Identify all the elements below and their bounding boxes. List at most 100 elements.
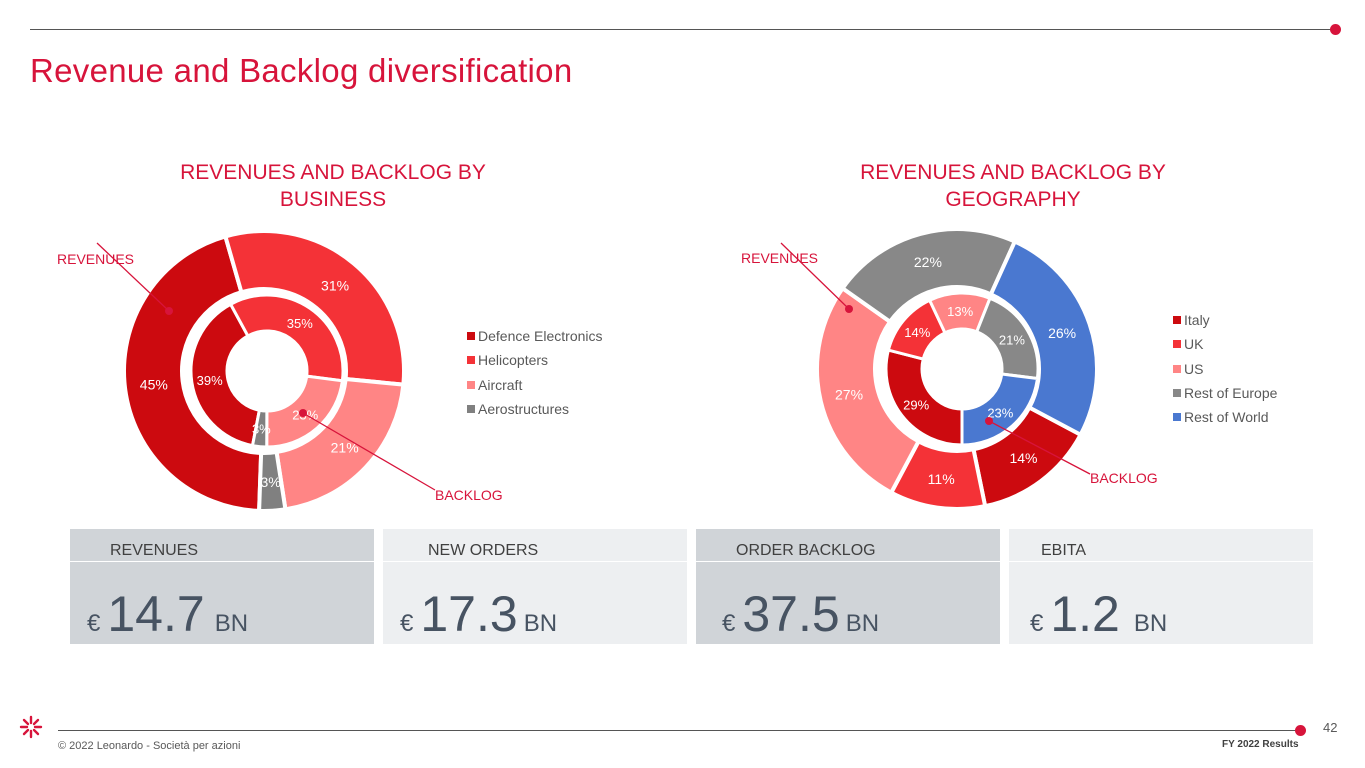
business-chart-title-line-2: BUSINESS [279, 188, 387, 211]
pointer-line [96, 242, 170, 312]
kpi-body: €14.7 BN [70, 562, 374, 644]
kpi-body: €17.3 BN [383, 562, 687, 644]
legend-label: UK [1184, 336, 1204, 353]
business-chart-title-line-1: REVENUES AND BACKLOG BY [180, 161, 486, 184]
top-divider-dot [1330, 24, 1341, 35]
legend-item: US [1173, 357, 1277, 381]
kpi-card-ebita: EBITA €1.2 BN [1009, 529, 1313, 644]
kpi-currency: € [400, 610, 414, 637]
copyright-text: © 2022 Leonardo - Società per azioni [58, 740, 241, 752]
legend-swatch [1173, 364, 1181, 373]
geography-backlog-pointer-label: BACKLOG [1090, 470, 1158, 486]
geography-revenues-pointer-label: REVENUES [741, 250, 819, 266]
kpi-unit: BN [1133, 610, 1168, 637]
inner-slice-helicopters [228, 293, 345, 383]
kpi-body: €1.2 BN [1009, 562, 1313, 644]
pointer-line [988, 420, 1091, 475]
outer-label-rest-of-world: 26% [1048, 325, 1076, 341]
legend-label: Aerostructures [478, 401, 570, 418]
pointer-dot [165, 307, 173, 315]
inner-label-aerostructures: 3% [252, 422, 271, 437]
outer-slice-aerostructures [257, 449, 288, 513]
bottom-divider-dot [1295, 725, 1306, 736]
inner-label-rest-of-europe: 21% [999, 332, 1025, 347]
geography-chart-title-line-1: REVENUES AND BACKLOG BY [860, 161, 1166, 184]
outer-label-aerostructures: 3% [260, 474, 280, 490]
inner-label-defence-electronics: 39% [197, 373, 223, 388]
legend-item: Rest of Europe [1173, 381, 1277, 405]
outer-label-defence-electronics: 45% [140, 377, 168, 393]
legend-swatch [467, 332, 475, 341]
outer-slice-defence-electronics [122, 233, 264, 513]
kpi-value: 37.5 [742, 586, 840, 642]
inner-slice-defence-electronics [189, 302, 262, 448]
pointer-dot [985, 417, 993, 425]
business-backlog-pointer-label: BACKLOG [435, 487, 503, 503]
page-number: 42 [1323, 720, 1338, 735]
legend-label: Defence Electronics [478, 328, 603, 345]
bottom-divider [58, 730, 1300, 731]
footer-label: FY 2022 Results [1222, 739, 1299, 750]
pointer-dot [845, 305, 853, 313]
kpi-label: REVENUES [110, 542, 199, 559]
page-title: Revenue and Backlog diversification [30, 52, 573, 89]
outer-label-aircraft: 21% [331, 439, 359, 455]
kpi-card-revenues: REVENUES €14.7 BN [70, 529, 374, 644]
kpi-unit: BN [214, 610, 249, 637]
outer-slice-helicopters [222, 229, 406, 387]
inner-slice-italy [884, 348, 964, 447]
business-chart-title: REVENUES AND BACKLOG BY BUSINESS [133, 159, 533, 213]
legend-item: Aerostructures [467, 397, 603, 421]
kpi-unit: BN [523, 610, 558, 637]
legend-item: Aircraft [467, 373, 603, 397]
legend-label: Rest of World [1184, 409, 1269, 426]
kpi-currency: € [1030, 610, 1044, 637]
legend-label: Rest of Europe [1184, 385, 1278, 402]
geography-chart-title-line-2: GEOGRAPHY [945, 188, 1081, 211]
legend-swatch [467, 405, 475, 414]
legend-label: Helicopters [478, 352, 549, 369]
inner-label-helicopters: 35% [287, 316, 313, 331]
inner-slice-rest-of-world [960, 372, 1040, 447]
kpi-card-new-orders: NEW ORDERS €17.3 BN [383, 529, 687, 644]
leonardo-logo-icon [19, 715, 43, 739]
outer-slice-us [815, 285, 922, 496]
inner-slice-aerostructures [250, 408, 269, 449]
geography-donut-chart: 14% 11% 27% 22% 26% 29% 14% 13% 21% 23% [780, 227, 1099, 511]
legend-label: Italy [1184, 312, 1210, 329]
legend-swatch [1173, 389, 1181, 398]
legend-item: Italy [1173, 308, 1277, 332]
outer-label-italy: 14% [1009, 450, 1037, 466]
pointer-line [302, 412, 436, 491]
inner-label-uk: 14% [904, 325, 930, 340]
kpi-value: 1.2 [1050, 586, 1120, 642]
legend-swatch [467, 380, 475, 389]
kpi-value: 14.7 [107, 586, 205, 642]
legend-label: US [1184, 360, 1204, 377]
kpi-label: ORDER BACKLOG [736, 542, 876, 559]
kpi-currency: € [87, 610, 101, 637]
outer-label-rest-of-europe: 22% [914, 254, 942, 270]
pointer-line [780, 242, 850, 310]
inner-label-rest-of-world: 23% [987, 406, 1013, 421]
kpi-label: NEW ORDERS [428, 542, 539, 559]
legend-swatch [1173, 316, 1181, 325]
outer-label-us: 27% [835, 387, 863, 403]
legend-swatch [1173, 340, 1181, 349]
business-legend: Defence Electronics Helicopters Aircraft Ae… [467, 324, 603, 421]
inner-label-us: 13% [947, 304, 973, 319]
kpi-card-order-backlog: ORDER BACKLOG €37.5 BN [696, 529, 1000, 644]
kpi-header: NEW ORDERS [383, 529, 687, 561]
outer-label-uk: 11% [928, 471, 955, 487]
kpi-header: EBITA [1009, 529, 1313, 561]
top-divider [30, 29, 1336, 30]
legend-swatch [467, 356, 475, 365]
kpi-currency: € [722, 610, 736, 637]
kpi-value: 17.3 [420, 586, 518, 642]
legend-item: Helicopters [467, 348, 603, 372]
kpi-header: REVENUES [70, 529, 374, 561]
kpi-header: ORDER BACKLOG [696, 529, 1000, 561]
kpi-label: EBITA [1041, 542, 1087, 559]
legend-label: Aircraft [478, 376, 523, 393]
geography-legend: Italy UK US Rest of Europe Rest of World [1173, 308, 1277, 429]
